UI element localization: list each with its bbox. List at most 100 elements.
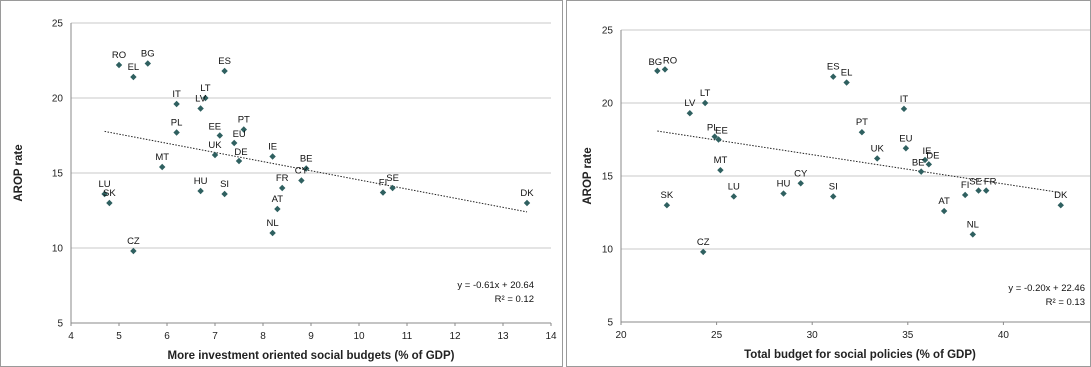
- data-point-pt: [858, 129, 866, 136]
- point-label: FR: [276, 173, 289, 184]
- y-tick-label: 15: [602, 172, 614, 183]
- chart-left-panel: RO BG EL ES IT LT LV PL PT EE EU UK DE MT IE BE CY LU SK HU…: [0, 0, 563, 367]
- point-label: BG: [648, 57, 662, 68]
- data-point-lu: [730, 193, 738, 200]
- point-label: PL: [171, 118, 183, 129]
- data-point-hu: [197, 187, 204, 195]
- data-point-dk: [523, 199, 531, 207]
- y-axis-title: AROP rate: [582, 147, 594, 204]
- point-label: ES: [218, 56, 231, 67]
- point-label: AT: [938, 196, 950, 207]
- y-tick-label: 10: [602, 245, 614, 256]
- trendline: [657, 130, 1061, 194]
- data-point-lt: [202, 94, 209, 102]
- data-point-uk: [874, 155, 881, 162]
- data-point-be: [917, 168, 925, 175]
- data-point-be: [303, 165, 310, 172]
- point-label: DK: [1054, 190, 1068, 201]
- data-point-cy: [797, 180, 804, 187]
- point-label: PT: [238, 115, 250, 126]
- point-label: MT: [155, 152, 169, 163]
- data-point-lv: [686, 110, 694, 117]
- x-tick-label: 9: [308, 331, 314, 342]
- y-tick-label: 25: [602, 26, 614, 37]
- point-label: IT: [172, 89, 181, 100]
- data-point-fi: [961, 191, 969, 199]
- point-label: EU: [233, 129, 246, 140]
- point-label: BE: [912, 158, 925, 169]
- point-label: HU: [777, 179, 791, 190]
- data-point-bg: [144, 60, 151, 67]
- point-label: DE: [926, 150, 939, 161]
- x-tick-label: 35: [902, 330, 914, 341]
- point-label: CY: [295, 166, 309, 177]
- data-point-si: [221, 190, 228, 198]
- y-tick-label: 20: [52, 94, 64, 105]
- x-tick-label: 13: [497, 331, 509, 342]
- data-point-cy: [298, 177, 305, 184]
- point-label: LT: [200, 83, 211, 94]
- y-tick-label: 25: [52, 19, 64, 30]
- x-tick-label: 25: [711, 330, 723, 341]
- point-label: SK: [661, 190, 674, 201]
- trend-equation: y = -0.61x + 20.64: [457, 280, 534, 291]
- data-point-cz: [700, 248, 707, 256]
- data-point-ie: [921, 156, 929, 164]
- point-label: IT: [900, 94, 909, 105]
- data-point-ro: [115, 61, 123, 69]
- point-label: CZ: [127, 236, 140, 247]
- point-label: EE: [715, 126, 728, 137]
- data-point-de: [235, 157, 243, 165]
- point-label: UK: [208, 140, 222, 151]
- point-label: SE: [386, 173, 399, 184]
- x-axis-title: Total budget for social policies (% of G…: [744, 349, 976, 361]
- x-tick-label: 40: [998, 330, 1010, 341]
- data-point-it: [173, 100, 180, 108]
- x-tick-label: 4: [68, 331, 74, 342]
- data-point-bg: [654, 67, 661, 75]
- data-point-fr: [279, 184, 286, 192]
- point-label: SK: [103, 188, 116, 199]
- data-point-sk: [106, 199, 113, 207]
- data-point-fi: [379, 189, 387, 196]
- point-label: IE: [268, 142, 277, 153]
- x-tick-label: 30: [807, 330, 819, 341]
- point-label: LU: [728, 181, 740, 192]
- point-label: HU: [194, 176, 208, 187]
- point-label: NL: [267, 218, 279, 229]
- data-point-cz: [130, 247, 137, 255]
- data-point-nl: [269, 229, 276, 237]
- data-point-si: [830, 193, 837, 200]
- point-label: NL: [967, 219, 979, 230]
- point-label: EE: [208, 122, 221, 133]
- data-point-se: [975, 187, 982, 194]
- x-tick-label: 11: [402, 331, 413, 342]
- point-label: LU: [99, 179, 111, 190]
- x-tick-label: 12: [449, 331, 461, 342]
- point-label: ES: [827, 62, 840, 73]
- chart-right-panel: BG RO ES EL LT IT LV PL EE PT EU IE UK DE BE MT CY SE FR FI…: [566, 0, 1091, 367]
- trendline: [104, 130, 528, 213]
- data-point-lt: [701, 99, 709, 107]
- point-label: CZ: [697, 237, 710, 248]
- point-label: PT: [856, 117, 868, 128]
- trend-equation: y = -0.20x + 22.46: [1008, 283, 1085, 294]
- data-point-it: [900, 105, 908, 113]
- x-tick-label: 10: [353, 331, 365, 342]
- point-label: AT: [272, 194, 284, 205]
- point-label: BE: [300, 154, 313, 165]
- x-tick-label: 6: [164, 331, 170, 342]
- data-point-ee: [216, 132, 223, 139]
- data-point-eu: [902, 145, 910, 152]
- point-label: FI: [961, 180, 969, 191]
- point-label: RO: [112, 50, 126, 61]
- data-point-pl: [173, 129, 180, 136]
- data-point-eu: [231, 139, 238, 147]
- trend-r2: R² = 0.12: [495, 294, 534, 305]
- point-label: EL: [841, 68, 853, 79]
- data-point-es: [830, 73, 837, 80]
- y-axis-title: AROP rate: [13, 144, 25, 201]
- point-label: FI: [379, 178, 387, 189]
